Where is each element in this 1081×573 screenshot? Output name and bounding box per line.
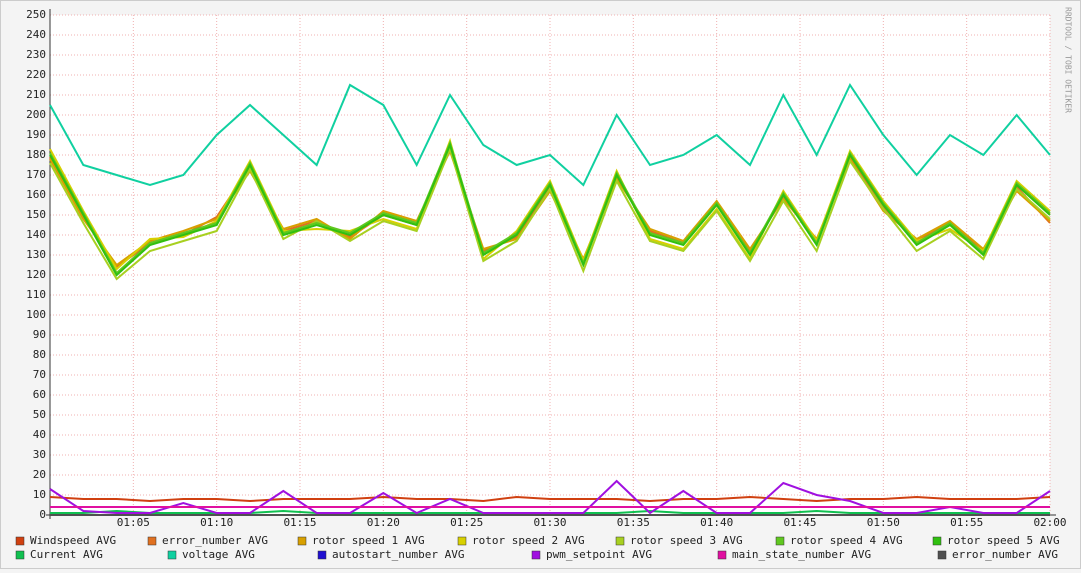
legend-swatch (615, 536, 625, 546)
y-tick-label: 110 (26, 288, 46, 301)
y-tick-label: 20 (33, 468, 46, 481)
y-tick-label: 150 (26, 208, 46, 221)
legend-label: main_state_number AVG (732, 548, 871, 561)
legend-label: rotor speed 1 AVG (312, 534, 425, 547)
y-tick-label: 50 (33, 408, 46, 421)
y-tick-label: 10 (33, 488, 46, 501)
y-tick-label: 130 (26, 248, 46, 261)
x-tick-label: 01:15 (283, 516, 316, 529)
legend-label: rotor speed 2 AVG (472, 534, 585, 547)
legend-label: rotor speed 5 AVG (947, 534, 1060, 547)
y-tick-label: 220 (26, 68, 46, 81)
y-tick-label: 80 (33, 348, 46, 361)
x-tick-label: 01:25 (450, 516, 483, 529)
legend-swatch (15, 536, 25, 546)
legend-label: Current AVG (30, 548, 103, 561)
watermark: RRDTOOL / TOBI OETIKER (1064, 7, 1073, 113)
x-tick-label: 01:30 (533, 516, 566, 529)
y-tick-label: 160 (26, 188, 46, 201)
y-tick-label: 0 (39, 508, 46, 521)
series-line (49, 495, 1051, 503)
x-tick-label: 01:45 (783, 516, 816, 529)
x-tick-label: 01:10 (200, 516, 233, 529)
legend-swatch (717, 550, 727, 560)
legend-swatch (775, 536, 785, 546)
x-tick-label: 01:40 (700, 516, 733, 529)
x-tick-label: 01:55 (950, 516, 983, 529)
legend-label: error_number AVG (952, 548, 1058, 561)
x-tick-label: 01:05 (117, 516, 150, 529)
legend-swatch (932, 536, 942, 546)
y-tick-label: 30 (33, 448, 46, 461)
legend-label: rotor speed 3 AVG (630, 534, 743, 547)
legend-swatch (457, 536, 467, 546)
legend-label: error_number AVG (162, 534, 268, 547)
x-tick-label: 01:35 (617, 516, 650, 529)
y-tick-label: 40 (33, 428, 46, 441)
y-tick-label: 170 (26, 168, 46, 181)
x-tick-label: 01:20 (367, 516, 400, 529)
y-tick-label: 200 (26, 108, 46, 121)
legend-label: pwm_setpoint AVG (546, 548, 652, 561)
series-line (49, 142, 1051, 277)
legend-swatch (15, 550, 25, 560)
legend-swatch (317, 550, 327, 560)
y-tick-label: 140 (26, 228, 46, 241)
legend-label: rotor speed 4 AVG (790, 534, 903, 547)
series-line (49, 479, 1051, 515)
x-tick-label: 02:00 (1033, 516, 1066, 529)
legend-label: Windspeed AVG (30, 534, 116, 547)
y-tick-label: 180 (26, 148, 46, 161)
y-tick-label: 100 (26, 308, 46, 321)
y-tick-label: 90 (33, 328, 46, 341)
series-line (49, 145, 1051, 281)
y-tick-label: 210 (26, 88, 46, 101)
legend-swatch (167, 550, 177, 560)
y-tick-label: 120 (26, 268, 46, 281)
y-tick-label: 190 (26, 128, 46, 141)
y-tick-label: 230 (26, 48, 46, 61)
y-tick-label: 70 (33, 368, 46, 381)
legend-label: autostart_number AVG (332, 548, 464, 561)
legend-swatch (147, 536, 157, 546)
legend-swatch (937, 550, 947, 560)
legend-swatch (531, 550, 541, 560)
legend-swatch (297, 536, 307, 546)
legend-label: voltage AVG (182, 548, 255, 561)
x-tick-label: 01:50 (867, 516, 900, 529)
series-line (49, 82, 1051, 187)
y-tick-label: 240 (26, 28, 46, 41)
y-tick-label: 60 (33, 388, 46, 401)
y-tick-label: 250 (26, 8, 46, 21)
